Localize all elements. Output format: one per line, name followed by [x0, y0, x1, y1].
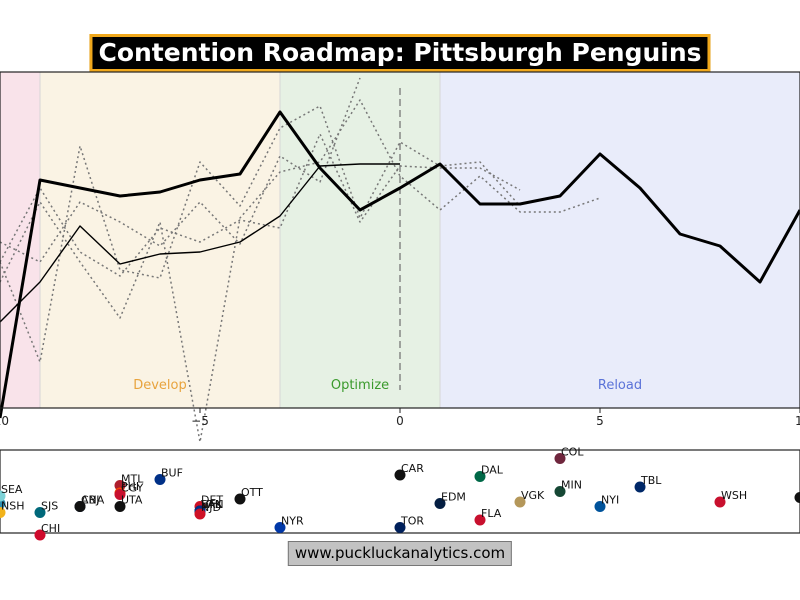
team-label: SJS [41, 500, 58, 513]
team-label: NYR [281, 515, 304, 528]
team-label: CGY [121, 482, 144, 495]
phase-labels: Develop Optimize Reload [133, 378, 642, 393]
x-tick-label: 0 [396, 414, 404, 428]
x-axis: −10 −5 0 5 10 [0, 408, 800, 428]
x-tick-label: −5 [191, 414, 209, 428]
phase-band [0, 72, 40, 408]
x-tick-label: −10 [0, 414, 9, 428]
team-label: VAN [201, 498, 224, 511]
phase-bands [0, 72, 800, 408]
team-marker [394, 522, 406, 533]
team-marker [594, 501, 606, 512]
team-marker [514, 496, 526, 508]
team-label: STL [201, 498, 222, 511]
team-label: MIN [561, 479, 582, 492]
average-series-line [0, 163, 400, 323]
series-layer [0, 77, 800, 443]
team-label: TOR [400, 515, 424, 528]
team-label: MTL [121, 473, 144, 486]
comparable-series-line [0, 99, 601, 443]
team-marker [194, 508, 206, 520]
chart-title: Contention Roadmap: Pittsburgh Penguins [89, 34, 711, 72]
team-label: NSH [1, 500, 24, 513]
team-marker [74, 501, 86, 512]
team-label: SEA [1, 483, 23, 496]
team-label: CHI [41, 522, 60, 535]
phase-band [280, 72, 440, 408]
team-marker [794, 492, 800, 503]
team-label: DET [201, 494, 223, 507]
team-label: LAK [201, 498, 223, 511]
team-label: PHI [121, 480, 139, 493]
team-label: NJD [201, 501, 221, 514]
x-tick-label: 10 [795, 414, 800, 428]
phase-label: Develop [133, 378, 187, 393]
team-label: OTT [241, 486, 263, 499]
team-label: NYI [601, 494, 619, 507]
team-label: UTA [121, 494, 143, 507]
team-label: DAL [481, 464, 504, 477]
phase-label: Optimize [331, 378, 389, 393]
team-marker [114, 501, 126, 512]
team-label: VGK [521, 489, 545, 502]
team-marker [434, 498, 446, 509]
phase-label: Reload [598, 378, 642, 393]
team-label: CBJ [81, 494, 99, 507]
comparable-series-line [0, 77, 361, 263]
team-label: TBL [640, 474, 662, 487]
x-tick-label: 5 [596, 414, 604, 428]
team-marker [34, 529, 46, 541]
phase-band [40, 72, 280, 408]
team-label: WSH [721, 489, 747, 502]
team-label: EDM [441, 491, 466, 504]
team-marker [0, 507, 6, 518]
team-label: FLA [481, 507, 502, 520]
team-label: BUF [161, 467, 183, 480]
team-label: COL [561, 446, 584, 459]
team-marker [0, 490, 6, 502]
team-marker [34, 507, 46, 518]
team-marker [714, 496, 726, 508]
team-marker [394, 469, 406, 481]
team-marker [474, 471, 486, 482]
team-marker [154, 474, 166, 485]
team-marker [234, 493, 246, 505]
team-marker [634, 481, 646, 493]
team-label: CAR [401, 462, 424, 475]
phase-band [440, 72, 800, 408]
team-marker [554, 486, 566, 497]
footer-url: www.puckluckanalytics.com [287, 541, 513, 566]
team-marker [554, 453, 566, 464]
team-marker [114, 489, 126, 500]
team-label: ANA [81, 494, 105, 507]
team-marker [474, 514, 486, 526]
main-series-line [0, 110, 800, 419]
team-marker [274, 522, 286, 533]
